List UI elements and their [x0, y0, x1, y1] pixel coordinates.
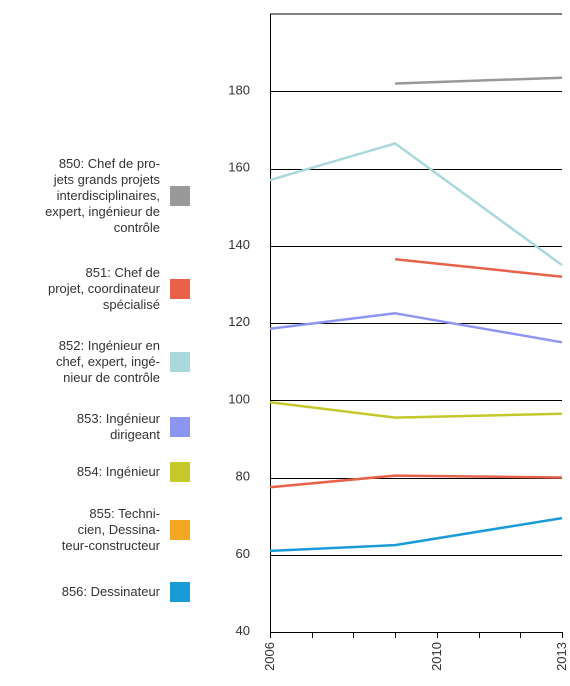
legend-label: 852: Ingénieur en chef, expert, ingé- ni…	[55, 338, 160, 385]
legend-label: 850: Chef de pro- jets grands projets in…	[45, 156, 160, 235]
legend-swatch	[170, 279, 190, 299]
legend-swatch	[170, 186, 190, 206]
series-line-851	[394, 258, 563, 278]
series-line-850	[395, 76, 563, 85]
legend-item-853: 853: Ingénieur dirigeant	[0, 411, 190, 443]
legend-swatch	[170, 352, 190, 372]
y-tick-label-100: 100	[228, 391, 250, 406]
legend-label: 854: Ingénieur	[76, 464, 160, 479]
legend-label: 855: Techni- cien, Dessina- teur-constru…	[61, 506, 160, 553]
legend-item-852: 852: Ingénieur en chef, expert, ingé- ni…	[0, 338, 190, 386]
series-line-852	[269, 142, 563, 267]
legend-swatch	[170, 417, 190, 437]
y-tick-label-40: 40	[236, 623, 250, 638]
series-line-853	[269, 312, 563, 344]
series-line-856	[269, 516, 563, 553]
series-line-extra-0	[269, 474, 563, 489]
series-line-854	[269, 400, 563, 419]
y-tick-label-140: 140	[228, 237, 250, 252]
y-tick-label-120: 120	[228, 314, 250, 329]
x-tick-label-2013: 2013	[554, 642, 569, 671]
legend-item-850: 850: Chef de pro- jets grands projets in…	[0, 156, 190, 236]
legend-item-854: 854: Ingénieur	[0, 462, 190, 482]
legend-label: 851: Chef de projet, coordinateur spécia…	[47, 265, 160, 312]
x-tick-label-2006: 2006	[262, 642, 277, 671]
legend-item-855: 855: Techni- cien, Dessina- teur-constru…	[0, 506, 190, 554]
legend-label: 856: Dessinateur	[61, 584, 160, 599]
y-tick-label-180: 180	[228, 82, 250, 97]
legend-item-856: 856: Dessinateur	[0, 582, 190, 602]
legend-label: 853: Ingénieur dirigeant	[76, 411, 160, 442]
legend-swatch	[170, 462, 190, 482]
y-tick-label-60: 60	[236, 546, 250, 561]
y-tick-label-160: 160	[228, 160, 250, 175]
legend-swatch	[170, 582, 190, 602]
y-tick-label-80: 80	[236, 469, 250, 484]
legend-swatch	[170, 520, 190, 540]
legend: 850: Chef de pro- jets grands projets in…	[0, 0, 190, 686]
x-tick-label-2010: 2010	[429, 642, 444, 671]
legend-item-851: 851: Chef de projet, coordinateur spécia…	[0, 265, 190, 313]
